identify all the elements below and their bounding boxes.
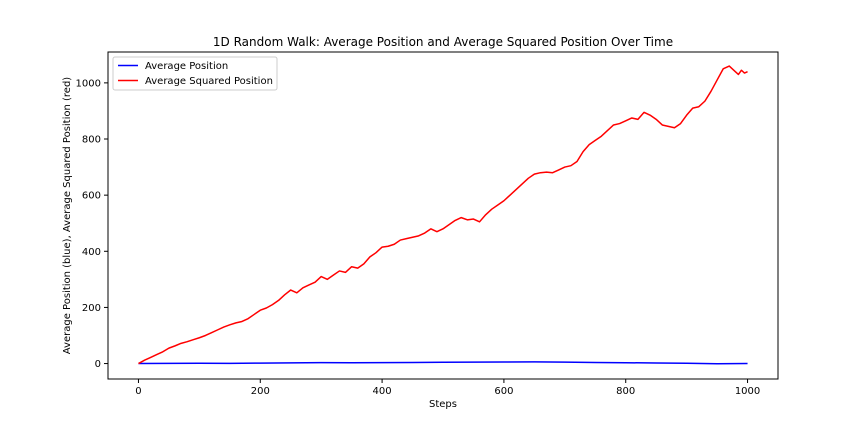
plot-area [108, 52, 778, 379]
series-line-average-squared-position [138, 65, 748, 365]
x-tick-label: 200 [251, 386, 270, 397]
y-axis-ticks: 0 200 400 600 800 1000 [76, 78, 108, 370]
y-tick-label: 1000 [76, 78, 101, 89]
y-tick-label: 400 [82, 247, 101, 258]
x-tick-label: 400 [373, 386, 392, 397]
plot-frame [107, 51, 779, 380]
x-axis-ticks: 0 200 400 600 800 1000 [135, 379, 760, 397]
x-tick-label: 1000 [735, 386, 760, 397]
y-tick-label: 200 [82, 303, 101, 314]
legend-label-average-position: Average Position [145, 61, 228, 72]
legend-box [112, 56, 278, 91]
legend-label-average-squared-position: Average Squared Position [145, 76, 273, 87]
legend: Average Position Average Squared Positio… [112, 56, 278, 91]
y-tick-label: 600 [82, 191, 101, 202]
y-tick-label: 0 [95, 359, 101, 370]
x-tick-label: 0 [135, 386, 141, 397]
series-layer [138, 65, 748, 365]
y-tick-label: 800 [82, 135, 101, 146]
series-line-average-position [138, 361, 748, 365]
x-axis-label: Steps [429, 399, 457, 410]
y-axis-label: Average Position (blue), Average Squared… [62, 77, 73, 355]
x-tick-label: 800 [616, 386, 635, 397]
x-tick-label: 600 [494, 386, 513, 397]
chart-title: 1D Random Walk: Average Position and Ave… [213, 35, 673, 49]
